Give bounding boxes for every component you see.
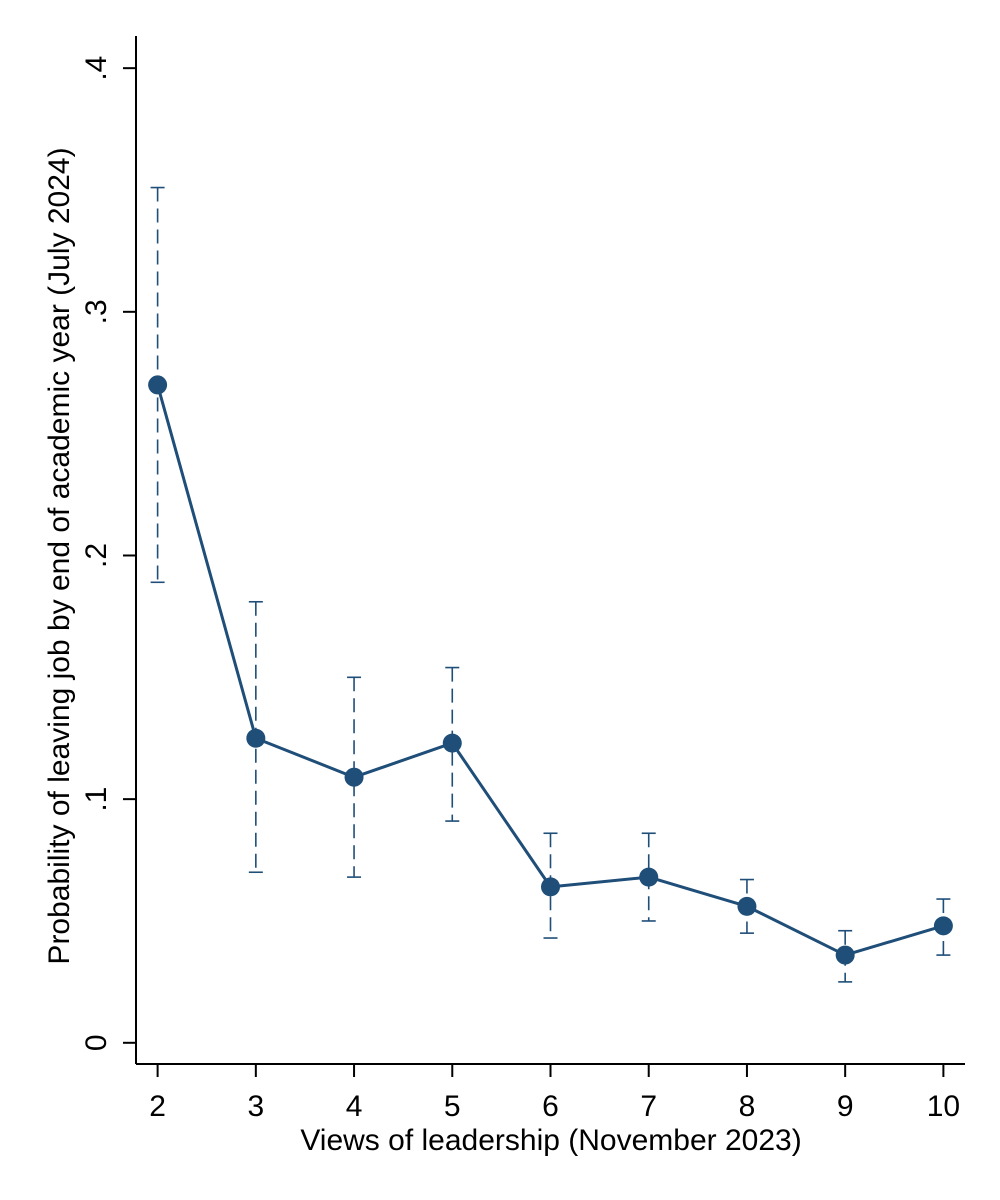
x-tick-label: 5 <box>444 1090 461 1123</box>
x-tick-label: 3 <box>247 1090 264 1123</box>
axes <box>123 36 965 1077</box>
y-tick-label: 0 <box>80 1034 113 1051</box>
y-tick-label: .4 <box>80 56 113 81</box>
x-tick-label: 9 <box>837 1090 854 1123</box>
data-point <box>835 945 855 965</box>
y-tick-label: .2 <box>80 543 113 568</box>
data-point <box>639 867 659 887</box>
x-tick-label: 2 <box>149 1090 166 1123</box>
x-tick-label: 6 <box>542 1090 559 1123</box>
tick-labels: 0 .1 .2 .3 .4 2 3 4 5 6 7 8 9 10 <box>80 56 960 1123</box>
x-axis-title: Views of leadership (November 2023) <box>300 1124 801 1157</box>
x-tick-label: 7 <box>640 1090 657 1123</box>
x-tick-label: 4 <box>346 1090 363 1123</box>
y-tick-label: .3 <box>80 299 113 324</box>
data-point <box>246 728 266 748</box>
y-axis-title: Probability of leaving job by end of aca… <box>43 147 76 964</box>
y-tick-label: .1 <box>80 787 113 812</box>
data-points <box>148 375 953 965</box>
data-point <box>933 916 953 936</box>
data-point <box>737 896 757 916</box>
data-point <box>344 767 364 787</box>
data-point <box>442 733 462 753</box>
data-point <box>541 877 560 897</box>
data-point <box>148 375 168 395</box>
x-tick-label: 10 <box>927 1090 960 1123</box>
x-tick-label: 8 <box>739 1090 756 1123</box>
